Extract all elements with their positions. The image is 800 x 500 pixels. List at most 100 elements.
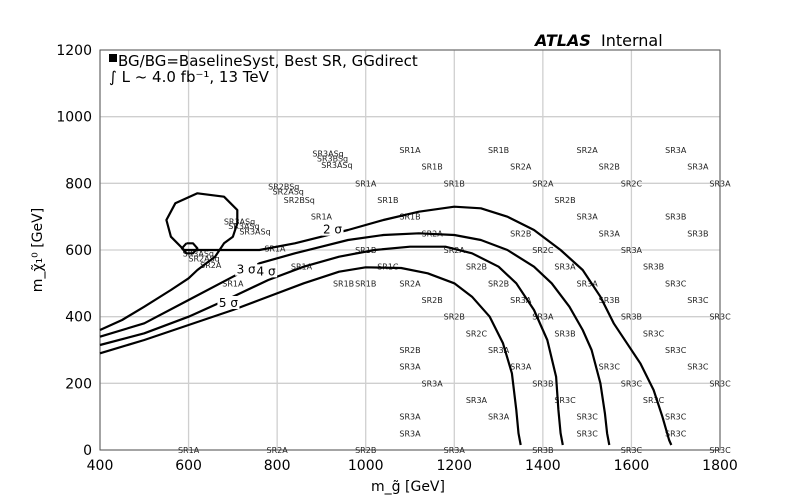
sr-label: SR3A: [510, 363, 532, 372]
sr-label: SR1A: [355, 179, 377, 188]
sr-label: SR3ASq: [239, 228, 270, 237]
sr-label: SR3C: [576, 429, 598, 438]
contour-label-bg: [255, 264, 278, 278]
contour-label-bg: [235, 262, 258, 276]
sr-label: SR3C: [665, 429, 687, 438]
sr-label: SR3ASq: [224, 218, 255, 227]
sr-label: SR2A: [399, 279, 421, 288]
sr-label: SR3A: [709, 179, 731, 188]
sr-label: SR2A: [267, 446, 289, 455]
sr-label: SR2ASq: [188, 254, 219, 263]
sr-label: SR3C: [621, 446, 643, 455]
x-tick-label: 800: [264, 458, 291, 474]
contour-line: [180, 242, 199, 255]
sr-label: SR1B: [355, 246, 376, 255]
y-tick-label: 200: [65, 376, 92, 392]
sr-label: SR3A: [621, 246, 643, 255]
sr-label: SR1A: [222, 279, 244, 288]
sr-label: SR1B: [488, 146, 509, 155]
sr-label: SR3B: [687, 229, 708, 238]
contour-label: 3 σ: [237, 263, 256, 277]
sr-label: SR2ASq: [273, 188, 304, 197]
x-tick-label: 600: [175, 458, 202, 474]
sr-label: SR3A: [577, 279, 599, 288]
sr-label: SR3C: [709, 446, 731, 455]
y-axis-label: m_χ̃₁⁰ [GeV]: [30, 208, 46, 292]
atlas-label: ATLAS Internal: [533, 31, 663, 50]
x-tick-label: 400: [87, 458, 114, 474]
sr-label: SR3A: [444, 446, 466, 455]
sr-label: SR2B: [510, 229, 531, 238]
sr-label: SR3A: [599, 229, 621, 238]
contour-label: 5 σ: [219, 296, 238, 310]
sr-label: SR3C: [554, 396, 576, 405]
sr-label: SR3A: [554, 263, 576, 272]
x-axis-label: m_g̃ [GeV]: [371, 479, 445, 495]
y-tick-label: 600: [65, 243, 92, 259]
plot-frame: [99, 49, 721, 451]
x-tick-label: 1600: [614, 458, 650, 474]
legend-line2: ∫ L ~ 4.0 fb⁻¹, 13 TeV: [109, 68, 270, 86]
contour-label-bg: [217, 296, 240, 309]
sr-label: SR3B: [621, 313, 642, 322]
sr-label: SR1A: [264, 244, 286, 253]
sr-label: SR3C: [709, 313, 731, 322]
sr-label: SR1B: [444, 179, 465, 188]
sr-label: SR2C: [621, 179, 643, 188]
x-tick-label: 1800: [702, 458, 738, 474]
sr-label: SR3C: [599, 363, 621, 372]
sr-label: SR2BSq: [268, 183, 299, 192]
x-tick-label: 1000: [348, 458, 384, 474]
sr-label: SR2C: [532, 246, 554, 255]
y-tick-label: 800: [65, 176, 92, 192]
sr-label: SR3C: [621, 379, 643, 388]
y-tick-label: 0: [83, 443, 92, 459]
sr-label: SR3BSq: [317, 154, 348, 163]
atlas-rest: Internal: [601, 31, 663, 50]
y-tick-label: 1000: [56, 110, 92, 126]
sr-label: SR1B: [333, 279, 354, 288]
sr-label: SR3A: [532, 313, 554, 322]
sr-label: SR3C: [687, 363, 709, 372]
sr-label: SR3ASq: [183, 249, 214, 258]
y-axis-ticks: 0 200 400 600 800 1000 1200: [56, 43, 92, 459]
atlas-bold: ATLAS: [533, 31, 591, 50]
sr-label: SR3A: [422, 379, 444, 388]
sr-label: SR3A: [577, 213, 599, 222]
sr-label: SR2B: [399, 346, 420, 355]
sr-label: SR3B: [599, 296, 620, 305]
y-tick-label: 400: [65, 310, 92, 326]
sr-label: SR2B: [444, 313, 465, 322]
sr-label: SR3A: [399, 363, 421, 372]
sr-label: SR3C: [665, 279, 687, 288]
sr-label: SR3ASq: [228, 222, 259, 231]
sr-label: SR3A: [466, 396, 488, 405]
sr-label: SR2B: [422, 296, 443, 305]
sr-label: SR3C: [643, 329, 665, 338]
sr-label: SR3B: [554, 329, 575, 338]
sr-label: SR3C: [665, 413, 687, 422]
sr-label: SR1B: [399, 213, 420, 222]
sr-label: SR1A: [178, 446, 200, 455]
sr-label: SR3A: [488, 346, 510, 355]
sr-label: SR2A: [577, 146, 599, 155]
sr-label: SR1B: [355, 279, 376, 288]
sr-label: SR3A: [687, 163, 709, 172]
sr-label: SR2B: [599, 163, 620, 172]
sr-label: SR3A: [488, 413, 510, 422]
sr-label: SR3B: [532, 446, 553, 455]
sr-label: SR2B: [466, 263, 487, 272]
contour-label: 4 σ: [257, 264, 276, 278]
sr-label: SR3B: [665, 213, 686, 222]
legend-marker: [109, 54, 117, 62]
y-tick-label: 1200: [56, 43, 92, 59]
sr-label: SR3A: [399, 429, 421, 438]
sr-label: SR3C: [665, 346, 687, 355]
sr-label: SR2C: [466, 329, 488, 338]
contour-line: [99, 192, 673, 446]
sr-label: SR2A: [444, 246, 466, 255]
contour-label-bg: [321, 222, 344, 236]
x-tick-label: 1200: [436, 458, 472, 474]
sr-label: SR3C: [709, 379, 731, 388]
sr-label: SR3ASq: [312, 149, 343, 158]
